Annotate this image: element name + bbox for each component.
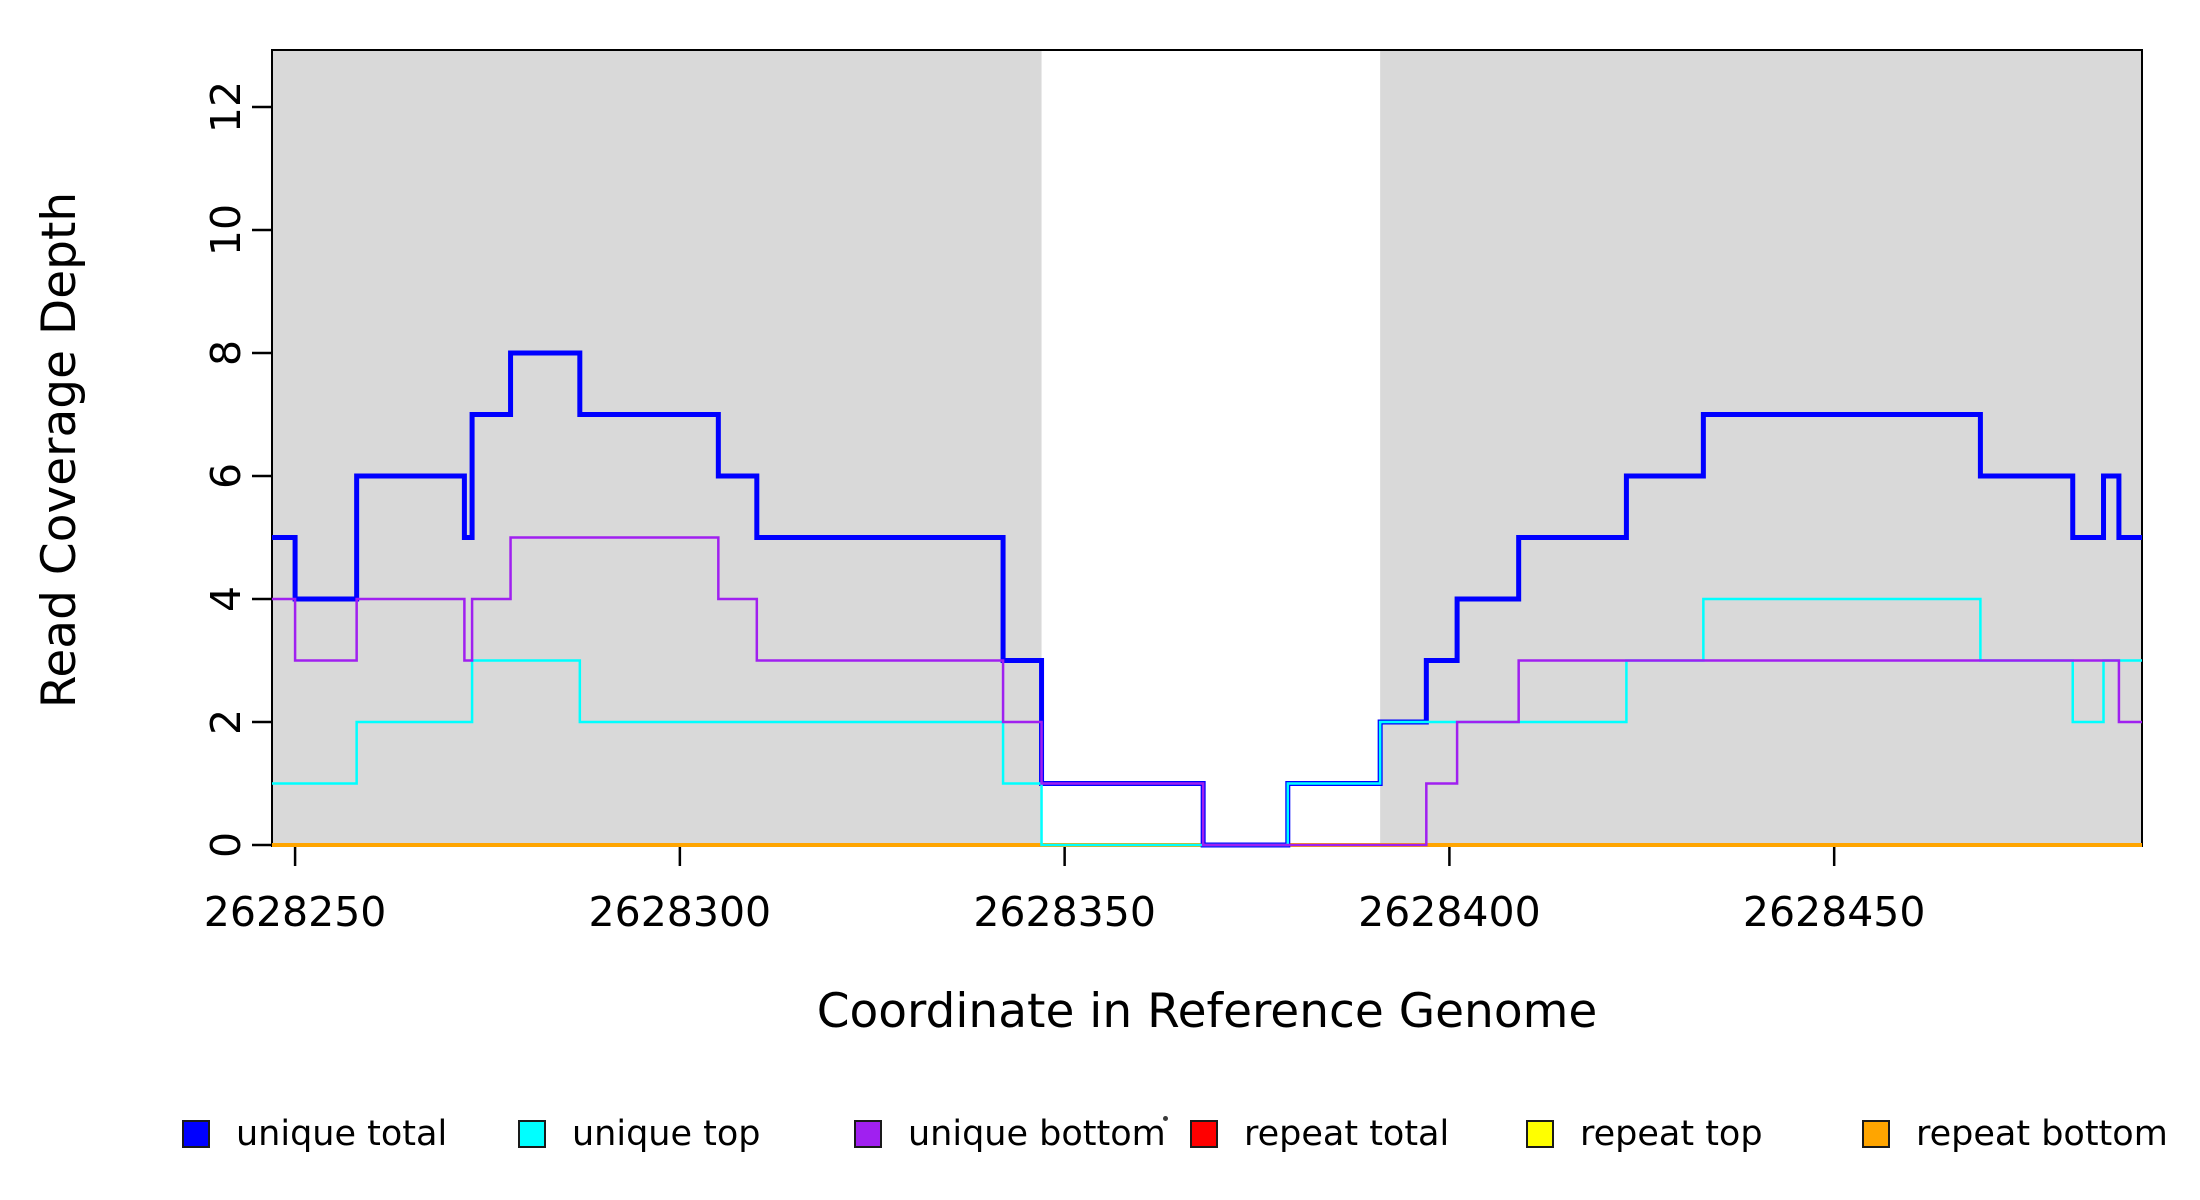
y-tick-label: 4 bbox=[202, 586, 250, 612]
repeat-top-swatch-icon bbox=[1526, 1120, 1554, 1148]
x-tick-label: 2628350 bbox=[973, 888, 1156, 936]
y-tick-label: 10 bbox=[202, 204, 250, 256]
y-axis-title: Read Coverage Depth bbox=[32, 191, 87, 709]
x-axis-title: Coordinate in Reference Genome bbox=[816, 984, 1598, 1039]
legend-item-repeat-top: repeat top bbox=[1526, 1116, 1763, 1152]
x-tick-label: 2628300 bbox=[589, 888, 772, 936]
x-tick-label: 2628450 bbox=[1743, 888, 1926, 936]
unique-bottom-swatch-icon bbox=[854, 1120, 882, 1148]
y-tick-label: 2 bbox=[202, 709, 250, 735]
y-tick-label: 8 bbox=[202, 340, 250, 366]
x-tick-label: 2628250 bbox=[204, 888, 387, 936]
legend-item-unique-total: unique total bbox=[182, 1116, 447, 1152]
stray-mark bbox=[1163, 1116, 1168, 1121]
x-tick-label: 2628400 bbox=[1358, 888, 1541, 936]
legend-label: unique bottom bbox=[908, 1114, 1166, 1154]
legend-label: repeat bottom bbox=[1916, 1114, 2168, 1154]
repeat-total-swatch-icon bbox=[1190, 1120, 1218, 1148]
legend-label: unique total bbox=[236, 1114, 448, 1154]
y-tick-label: 0 bbox=[202, 832, 250, 858]
shaded-region-right bbox=[1380, 50, 2142, 846]
legend-label: repeat top bbox=[1580, 1114, 1763, 1154]
legend-item-unique-top: unique top bbox=[518, 1116, 761, 1152]
y-tick-label: 6 bbox=[202, 463, 250, 489]
legend-item-repeat-total: repeat total bbox=[1190, 1116, 1449, 1152]
coverage-plot: 2628250 2628300 2628350 2628400 2628450 0 2 4 6 8… bbox=[202, 49, 2143, 936]
legend-label: repeat total bbox=[1244, 1114, 1450, 1154]
legend-item-unique-bottom: unique bottom bbox=[854, 1116, 1166, 1152]
legend-label: unique top bbox=[572, 1114, 761, 1154]
shaded-region-left bbox=[272, 50, 1042, 846]
unique-top-swatch-icon bbox=[518, 1120, 546, 1148]
repeat-bottom-swatch-icon bbox=[1862, 1120, 1890, 1148]
y-tick-label: 12 bbox=[202, 81, 250, 133]
legend-item-repeat-bottom: repeat bottom bbox=[1862, 1116, 2168, 1152]
unique-total-swatch-icon bbox=[182, 1120, 210, 1148]
series-unique-bottom bbox=[272, 536, 2142, 847]
